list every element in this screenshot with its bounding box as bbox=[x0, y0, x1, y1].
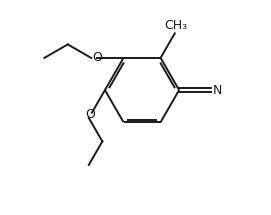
Text: N: N bbox=[212, 84, 222, 97]
Text: O: O bbox=[85, 108, 95, 121]
Text: CH₃: CH₃ bbox=[164, 19, 187, 32]
Text: O: O bbox=[92, 51, 102, 64]
